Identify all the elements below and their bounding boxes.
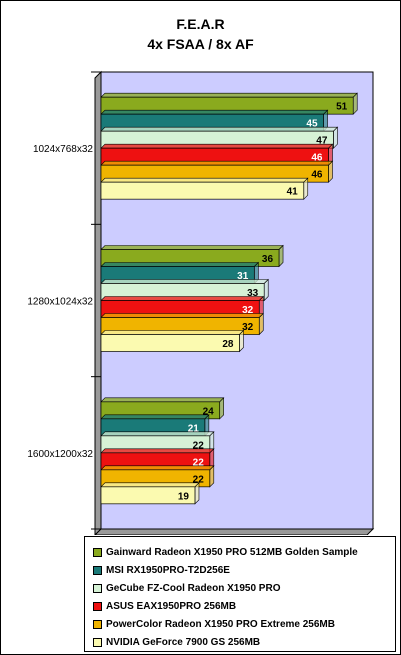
legend-label: GeCube FZ-Cool Radeon X1950 PRO — [106, 582, 281, 594]
data-label: 22 — [193, 440, 205, 451]
data-label: 28 — [222, 339, 234, 350]
legend: Gainward Radeon X1950 PRO 512MB Golden S… — [84, 536, 396, 652]
data-label: 32 — [242, 322, 254, 333]
bar-top — [100, 262, 260, 267]
bar-top — [100, 465, 215, 471]
data-label: 22 — [193, 457, 205, 468]
chart-title: F.E.A.R — [176, 16, 225, 32]
bar-top — [100, 330, 245, 335]
data-label: 51 — [336, 102, 348, 113]
bar-side — [263, 278, 269, 302]
bar-side — [328, 160, 333, 183]
bar-top — [100, 482, 200, 488]
legend-item: ASUS EAX1950PRO 256MB — [93, 597, 236, 615]
data-label: 32 — [242, 305, 254, 316]
data-label: 19 — [178, 491, 190, 502]
legend-label: Gainward Radeon X1950 PRO 512MB Golden S… — [106, 546, 358, 558]
bar-top — [100, 126, 339, 132]
bar-top — [100, 245, 284, 250]
legend-item: PowerColor Radeon X1950 PRO Extreme 256M… — [93, 615, 335, 633]
bar-side — [219, 397, 224, 420]
bar-side — [352, 92, 358, 115]
legend-swatch — [93, 565, 102, 575]
bar-top — [100, 109, 329, 115]
chart-subtitle: 4x FSAA / 8x AF — [147, 36, 254, 52]
bar-top — [100, 414, 210, 420]
bar-side — [239, 329, 244, 353]
bar-side — [333, 126, 338, 149]
bar-top — [100, 279, 269, 284]
category-label: 1024x768x32 — [33, 144, 93, 155]
data-label: 45 — [306, 119, 318, 130]
data-label: 36 — [262, 254, 274, 265]
legend-swatch — [93, 547, 102, 557]
bar-side — [278, 244, 284, 268]
bar-top — [100, 397, 225, 403]
legend-label: PowerColor Radeon X1950 PRO Extreme 256M… — [106, 618, 335, 630]
data-label: 31 — [237, 271, 249, 282]
data-label: 47 — [316, 136, 328, 147]
legend-label: MSI RX1950PRO-T2D256E — [106, 564, 230, 576]
bar-side — [209, 465, 215, 488]
legend-swatch — [93, 583, 102, 593]
bar-top — [100, 160, 334, 166]
bar-top — [100, 296, 264, 301]
legend-swatch — [93, 637, 102, 647]
bar-top — [100, 143, 334, 149]
legend-item: NVIDIA GeForce 7900 GS 256MB — [93, 633, 260, 651]
legend-item: GeCube FZ-Cool Radeon X1950 PRO — [93, 579, 280, 597]
category-label: 1280x1024x32 — [27, 297, 93, 308]
legend-item: Gainward Radeon X1950 PRO 512MB Golden S… — [93, 543, 358, 561]
bar — [100, 181, 305, 200]
bar-top — [100, 92, 358, 98]
data-label: 46 — [311, 153, 323, 164]
bar-side — [258, 312, 264, 336]
data-label: 33 — [247, 288, 259, 299]
data-label: 41 — [287, 187, 299, 198]
legend-swatch — [93, 601, 102, 611]
plot-floor — [94, 528, 375, 535]
legend-swatch — [93, 619, 102, 629]
bar-top — [100, 431, 215, 437]
bar — [100, 486, 196, 505]
data-label: 21 — [188, 423, 200, 434]
bar-top — [100, 177, 309, 183]
bar-chart: 1024x768x32 51 45 47 46 46 41 1280x1024x32 36 31 3… — [27, 70, 375, 535]
plot-side-wall — [94, 70, 102, 535]
bar — [100, 334, 240, 352]
bar-side — [303, 177, 309, 200]
bar-side — [194, 482, 200, 505]
legend-label: ASUS EAX1950PRO 256MB — [106, 600, 237, 612]
data-label: 46 — [311, 170, 323, 181]
bar-top — [100, 313, 264, 318]
bar-top — [100, 448, 215, 454]
data-label: 22 — [193, 474, 205, 485]
legend-label: NVIDIA GeForce 7900 GS 256MB — [106, 636, 261, 648]
legend-item: MSI RX1950PRO-T2D256E — [93, 561, 230, 579]
data-label: 24 — [203, 406, 215, 417]
category-label: 1600x1200x32 — [27, 449, 93, 460]
